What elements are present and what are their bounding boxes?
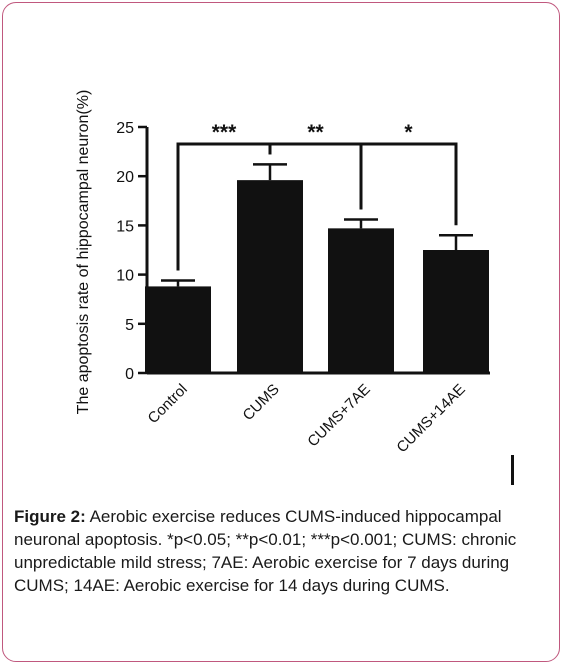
bar: [423, 250, 489, 373]
bar: [328, 228, 394, 373]
significance-label: ***: [212, 121, 237, 144]
y-tick-label: 15: [116, 218, 134, 235]
y-tick-label: 20: [116, 169, 134, 186]
bars: [145, 163, 489, 373]
bar-chart: The apoptosis rate of hippocampal neuron…: [75, 90, 490, 456]
vertical-mark: [511, 455, 514, 485]
category-label: CUMS: [240, 381, 283, 424]
caption-lead: Figure 2:: [14, 507, 86, 526]
significance-brackets: *** ** *: [176, 121, 458, 271]
bar: [145, 286, 211, 373]
y-tick-label: 5: [125, 317, 134, 334]
significance-bracket: [359, 142, 458, 226]
caption-text: Aerobic exercise reduces CUMS-induced hi…: [14, 507, 517, 595]
y-tick-label: 0: [125, 366, 134, 383]
category-label: CUMS+14AE: [393, 381, 468, 456]
figure-caption: Figure 2: Aerobic exercise reduces CUMS-…: [14, 505, 554, 597]
category-label: Control: [145, 381, 191, 427]
y-axis-label: The apoptosis rate of hippocampal neuron…: [75, 90, 92, 415]
y-tick-label: 10: [116, 268, 134, 285]
category-labels: Control CUMS CUMS+7AE CUMS+14AE: [145, 381, 469, 456]
significance-label: *: [404, 121, 413, 144]
category-label: CUMS+7AE: [304, 381, 373, 450]
bar: [237, 180, 303, 373]
y-tick-label: 25: [116, 120, 134, 137]
significance-label: **: [307, 121, 324, 144]
